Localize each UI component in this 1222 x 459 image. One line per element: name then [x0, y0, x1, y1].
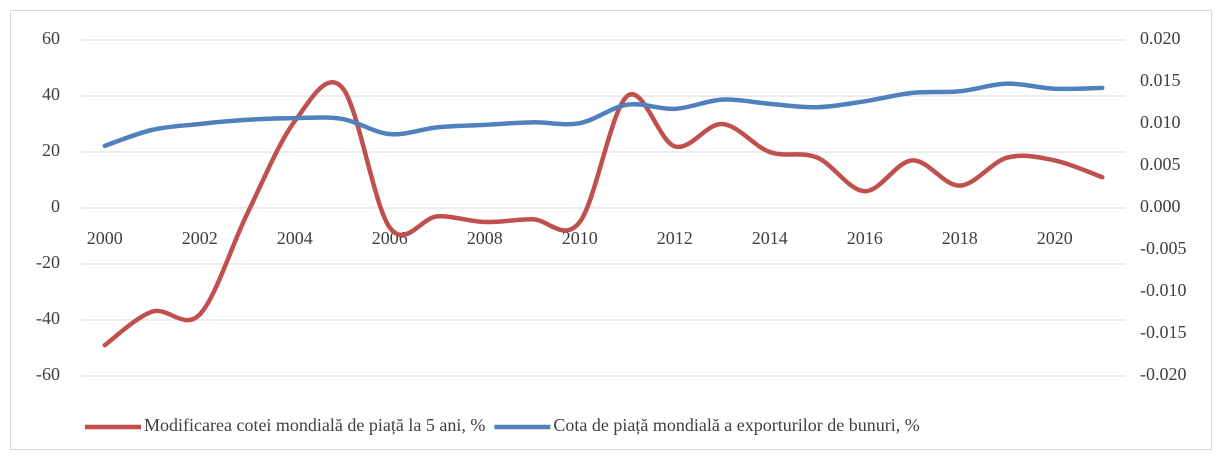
y2-tick-label: 0.015	[1140, 70, 1181, 90]
y-tick-label: -60	[36, 364, 60, 384]
y-tick-label: 20	[42, 140, 60, 160]
y2-tick-label: -0.010	[1140, 280, 1187, 300]
x-tick-label: 2002	[182, 228, 218, 248]
x-tick-label: 2008	[467, 228, 503, 248]
y-tick-label: -40	[36, 308, 60, 328]
x-tick-label: 2000	[87, 228, 123, 248]
y2-tick-label: -0.005	[1140, 238, 1187, 258]
x-tick-label: 2016	[847, 228, 883, 248]
series-line	[102, 81, 1105, 149]
y-tick-label: 0	[51, 196, 60, 216]
y2-tick-label: -0.020	[1140, 364, 1187, 384]
x-tick-label: 2018	[942, 228, 978, 248]
x-tick-label: 2020	[1037, 228, 1073, 248]
x-tick-label: 2012	[657, 228, 693, 248]
y-tick-label: 40	[42, 84, 60, 104]
legend-label: Modificarea cotei mondială de piață la 5…	[144, 415, 485, 435]
x-tick-label: 2010	[562, 228, 598, 248]
y2-tick-label: 0.005	[1140, 154, 1181, 174]
y-tick-label: -20	[36, 252, 60, 272]
legend-label: Cota de piață mondială a exporturilor de…	[553, 415, 919, 435]
x-tick-label: 2004	[277, 228, 313, 248]
y2-tick-label: 0.020	[1140, 28, 1181, 48]
y-tick-label: 60	[42, 28, 60, 48]
x-tick-label: 2014	[752, 228, 788, 248]
series-line	[102, 80, 1105, 348]
y2-tick-label: 0.010	[1140, 112, 1181, 132]
y2-tick-label: -0.015	[1140, 322, 1187, 342]
y2-tick-label: 0.000	[1140, 196, 1181, 216]
